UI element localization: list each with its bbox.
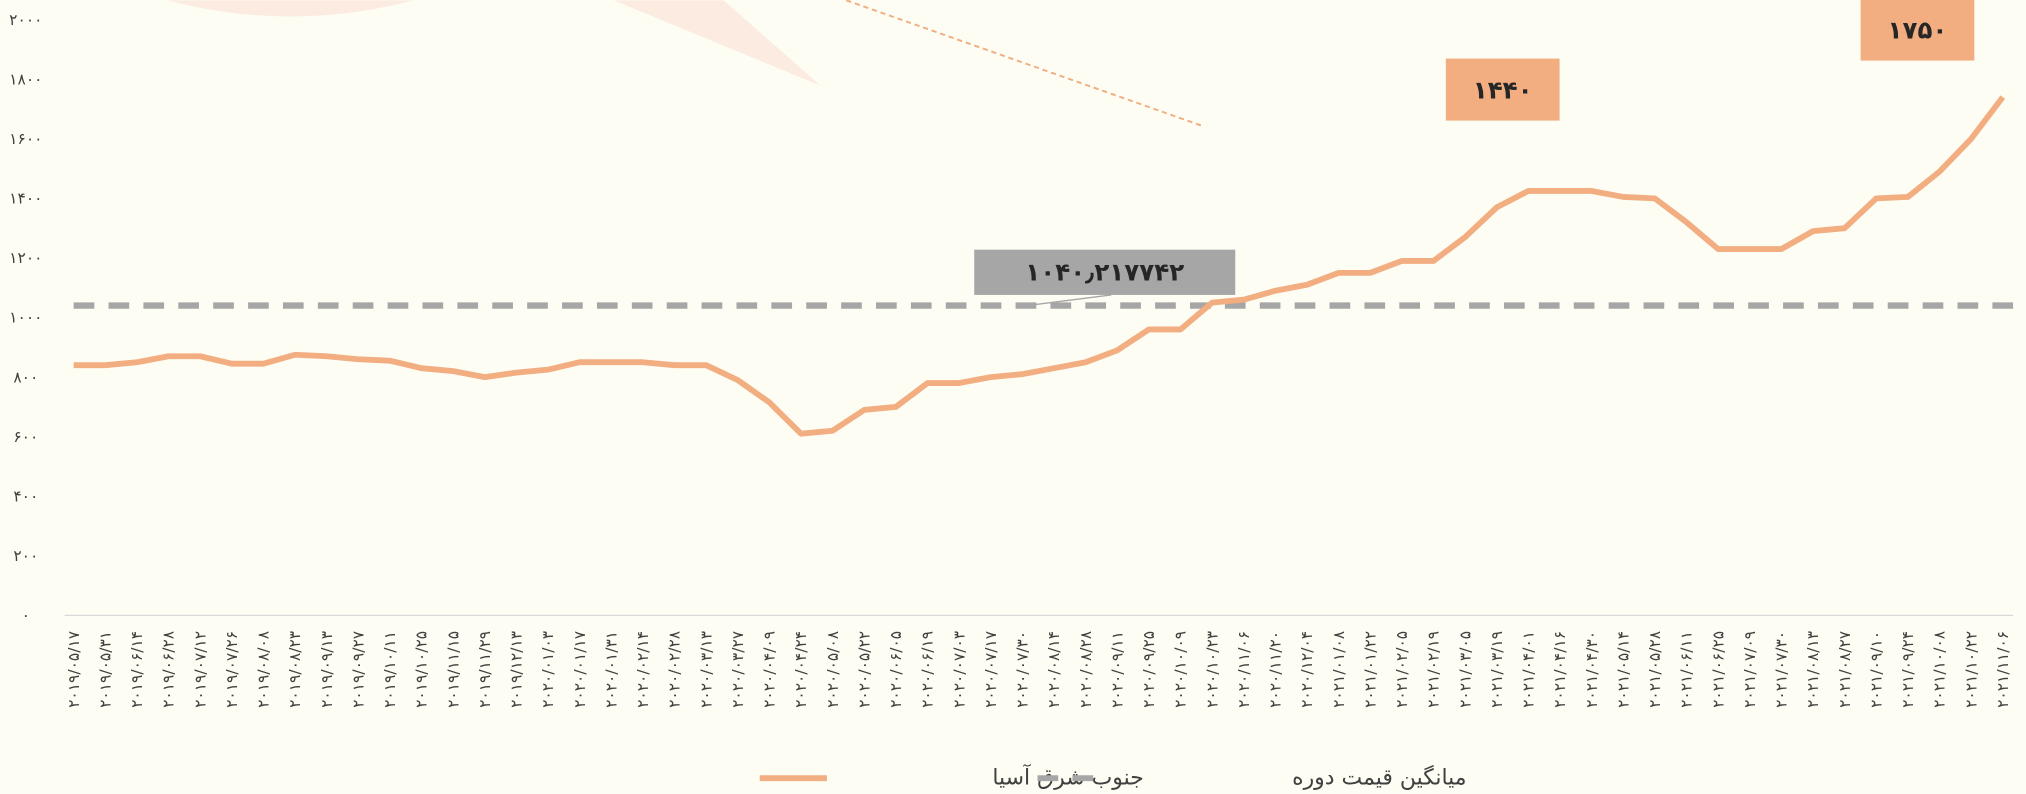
annotation-box [1445, 58, 1560, 121]
average-label: ۱۰۴۰٫۲۱۷۷۴۲ [1025, 258, 1184, 287]
x-tick-label: ۲۰۲۰/۰۶/۰۵ [887, 631, 905, 708]
x-tick-label: ۲۰۱۹/۰۷/۲۶ [223, 631, 241, 708]
average-label-box [974, 249, 1236, 295]
x-tick-label: ۲۰۲۱/۰۵/۱۴ [1614, 631, 1632, 708]
x-tick-label: ۲۰۲۰/۰۸/۱۴ [1045, 631, 1063, 708]
callout-connector [1027, 294, 1112, 307]
x-tick-label: ۲۰۱۹/۱۱/۱۵ [444, 631, 462, 708]
y-tick-label: ۲۰۰۰ [9, 11, 42, 29]
x-tick-label: ۲۰۲۱/۰۳/۰۵ [1456, 631, 1474, 708]
series-line [73, 95, 2006, 437]
x-tick-label: ۲۰۲۰/۰۹/۲۵ [1140, 631, 1158, 708]
x-tick-label: ۲۰۱۹/۰۵/۳۱ [96, 631, 114, 708]
x-tick-label: ۲۰۲۰/۰۸/۲۸ [1077, 631, 1095, 708]
x-tick-label: ۲۰۲۰/۱۱/۲۰ [1267, 631, 1285, 708]
annotation-label: ۱۷۵۰ [1888, 16, 1948, 45]
x-tick-label: ۲۰۲۱/۱۰/۰۸ [1931, 631, 1949, 708]
x-tick-label: ۲۰۲۰/۰۳/۲۷ [729, 631, 747, 708]
x-tick-label: ۲۰۲۱/۰۲/۰۵ [1393, 631, 1411, 708]
annotation-label: ۱۴۴۰ [1473, 76, 1533, 105]
decoration [167, 0, 414, 17]
x-tick-label: ۲۰۲۰/۰۷/۳۰ [1014, 631, 1032, 708]
y-tick-label: ۱۲۰۰ [9, 249, 42, 267]
x-tick-label: ۲۰۲۰/۰۵/۰۸ [824, 631, 842, 708]
x-tick-label: ۲۰۲۰/۰۶/۱۹ [919, 631, 937, 708]
x-tick-label: ۲۰۱۹/۰۸/۰۸ [255, 631, 273, 708]
y-tick-label: ۱۶۰۰ [9, 130, 42, 148]
legend-label: میانگین قیمت دوره [1292, 765, 1466, 791]
y-tick-label: ۱۰۰۰ [9, 309, 42, 327]
x-tick-label: ۲۰۱۹/۰۵/۱۷ [65, 631, 83, 708]
x-tick-label: ۲۰۲۰/۰۲/۱۴ [634, 631, 652, 708]
x-tick-label: ۲۰۲۱/۰۱/۲۲ [1361, 631, 1379, 708]
decoration [613, 0, 821, 86]
x-tick-label: ۲۰۲۰/۰۹/۱۱ [1108, 631, 1126, 708]
y-tick-label: ۲۰۰ [13, 547, 38, 565]
x-tick-label: ۲۰۲۱/۰۳/۱۹ [1488, 631, 1506, 708]
x-tick-label: ۲۰۲۰/۱۲/۰۴ [1298, 631, 1316, 708]
x-tick-label: ۲۰۱۹/۱۰/۲۵ [413, 631, 431, 708]
x-tick-label: ۲۰۲۱/۰۴/۰۱ [1520, 631, 1538, 708]
annotation-box [1860, 0, 1975, 61]
x-tick-label: ۲۰۲۱/۰۸/۲۷ [1836, 631, 1854, 708]
x-tick-label: ۲۰۲۰/۰۱/۳۱ [602, 631, 620, 708]
x-tick-label: ۲۰۱۹/۰۶/۲۸ [160, 631, 178, 708]
x-tick-label: ۲۰۲۱/۱۱/۰۶ [1994, 631, 2012, 708]
x-tick-label: ۲۰۱۹/۱۱/۲۹ [476, 631, 494, 708]
x-tick-label: ۲۰۲۰/۰۴/۲۴ [792, 631, 810, 708]
y-tick-label: ۶۰۰ [13, 428, 38, 446]
x-tick-label: ۲۰۲۱/۰۴/۱۶ [1551, 631, 1569, 708]
legend-label: جنوب شرق آسیا [992, 764, 1144, 791]
x-tick-label: ۲۰۲۱/۰۱/۰۸ [1330, 631, 1348, 708]
x-tick-label: ۲۰۱۹/۱۲/۱۳ [508, 631, 526, 708]
x-tick-label: ۲۰۲۱/۰۷/۳۰ [1773, 631, 1791, 708]
y-tick-label: ۴۰۰ [13, 487, 38, 505]
y-tick-label: ۱۴۰۰ [9, 190, 42, 208]
x-tick-label: ۲۰۱۹/۰۹/۱۳ [318, 631, 336, 708]
y-tick-label: ۸۰۰ [13, 368, 38, 386]
x-tick-label: ۲۰۲۱/۰۶/۱۱ [1678, 631, 1696, 708]
x-tick-label: ۲۰۲۱/۱۰/۲۲ [1962, 631, 1980, 708]
y-tick-label: ۱۸۰۰ [9, 70, 42, 88]
x-tick-label: ۲۰۲۱/۰۷/۰۹ [1741, 631, 1759, 708]
x-tick-label: ۲۰۲۱/۰۹/۲۴ [1899, 631, 1917, 708]
x-tick-label: ۲۰۲۱/۰۴/۳۰ [1583, 631, 1601, 708]
x-tick-label: ۲۰۱۹/۰۹/۲۷ [349, 631, 367, 708]
x-tick-label: ۲۰۲۰/۰۱/۱۷ [571, 631, 589, 708]
x-tick-label: ۲۰۲۰/۰۳/۱۳ [697, 631, 715, 708]
x-tick-label: ۲۰۲۱/۰۲/۱۹ [1425, 631, 1443, 708]
x-tick-label: ۲۰۱۹/۰۷/۱۲ [191, 631, 209, 708]
x-tick-label: ۲۰۲۰/۱۰/۲۳ [1203, 631, 1221, 708]
x-tick-label: ۲۰۲۱/۰۶/۲۵ [1709, 631, 1727, 708]
x-tick-label: ۲۰۲۰/۰۱/۰۳ [539, 631, 557, 708]
x-tick-label: ۲۰۱۹/۰۶/۱۴ [128, 631, 146, 708]
x-tick-label: ۲۰۲۰/۱۰/۰۹ [1172, 631, 1190, 708]
x-tick-label: ۲۰۲۰/۰۷/۱۷ [982, 631, 1000, 708]
x-tick-label: ۲۰۲۱/۰۵/۲۸ [1646, 631, 1664, 708]
x-tick-label: ۲۰۲۰/۰۵/۲۲ [855, 631, 873, 708]
x-tick-label: ۲۰۱۹/۱۰/۱۱ [381, 631, 399, 708]
x-tick-label: ۲۰۲۱/۰۹/۱۰ [1867, 631, 1885, 708]
x-tick-label: ۲۰۲۰/۰۴/۰۹ [761, 631, 779, 708]
x-tick-label: ۲۰۱۹/۰۸/۲۳ [286, 631, 304, 708]
y-tick-label: ۰ [22, 607, 30, 625]
x-tick-label: ۲۰۲۰/۰۲/۲۸ [666, 631, 684, 708]
x-tick-label: ۲۰۲۰/۰۷/۰۳ [950, 631, 968, 708]
x-tick-label: ۲۰۲۰/۱۱/۰۶ [1235, 631, 1253, 708]
x-tick-label: ۲۰۲۱/۰۸/۱۳ [1804, 631, 1822, 708]
